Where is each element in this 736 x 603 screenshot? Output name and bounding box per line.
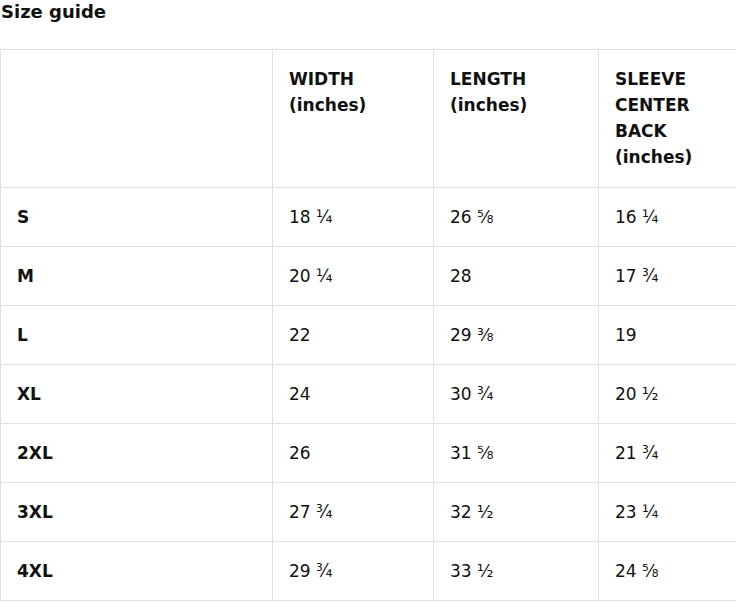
width-value: 29 ¾ xyxy=(273,542,434,601)
table-row: L 22 29 ⅜ 19 xyxy=(1,306,736,365)
size-guide-table: WIDTH (inches) LENGTH (inches) SLEEVE CE… xyxy=(0,49,736,601)
length-value: 33 ½ xyxy=(434,542,599,601)
size-label: 3XL xyxy=(1,483,273,542)
header-row: WIDTH (inches) LENGTH (inches) SLEEVE CE… xyxy=(1,50,736,188)
width-value: 18 ¼ xyxy=(273,188,434,247)
length-value: 32 ½ xyxy=(434,483,599,542)
length-value: 29 ⅜ xyxy=(434,306,599,365)
width-value: 26 xyxy=(273,424,434,483)
page-title: Size guide xyxy=(0,0,736,22)
width-value: 27 ¾ xyxy=(273,483,434,542)
length-value: 31 ⅝ xyxy=(434,424,599,483)
size-label: 4XL xyxy=(1,542,273,601)
sleeve-value: 23 ¼ xyxy=(599,483,736,542)
table-row: XL 24 30 ¾ 20 ½ xyxy=(1,365,736,424)
sleeve-value: 20 ½ xyxy=(599,365,736,424)
column-header-length: LENGTH (inches) xyxy=(434,50,599,188)
size-label: S xyxy=(1,188,273,247)
column-header-sleeve: SLEEVE CENTER BACK (inches) xyxy=(599,50,736,188)
column-header-width: WIDTH (inches) xyxy=(273,50,434,188)
size-guide-page: Size guide WIDTH (inches) LENGTH (inches… xyxy=(0,0,736,603)
table-row: 4XL 29 ¾ 33 ½ 24 ⅝ xyxy=(1,542,736,601)
width-value: 22 xyxy=(273,306,434,365)
size-label: XL xyxy=(1,365,273,424)
length-value: 30 ¾ xyxy=(434,365,599,424)
table-row: M 20 ¼ 28 17 ¾ xyxy=(1,247,736,306)
sleeve-value: 19 xyxy=(599,306,736,365)
table-row: 3XL 27 ¾ 32 ½ 23 ¼ xyxy=(1,483,736,542)
width-value: 24 xyxy=(273,365,434,424)
sleeve-value: 17 ¾ xyxy=(599,247,736,306)
size-label: L xyxy=(1,306,273,365)
size-label: M xyxy=(1,247,273,306)
sleeve-value: 21 ¾ xyxy=(599,424,736,483)
length-value: 28 xyxy=(434,247,599,306)
table-row: S 18 ¼ 26 ⅝ 16 ¼ xyxy=(1,188,736,247)
size-label: 2XL xyxy=(1,424,273,483)
column-header-size xyxy=(1,50,273,188)
length-value: 26 ⅝ xyxy=(434,188,599,247)
width-value: 20 ¼ xyxy=(273,247,434,306)
table-row: 2XL 26 31 ⅝ 21 ¾ xyxy=(1,424,736,483)
sleeve-value: 24 ⅝ xyxy=(599,542,736,601)
sleeve-value: 16 ¼ xyxy=(599,188,736,247)
